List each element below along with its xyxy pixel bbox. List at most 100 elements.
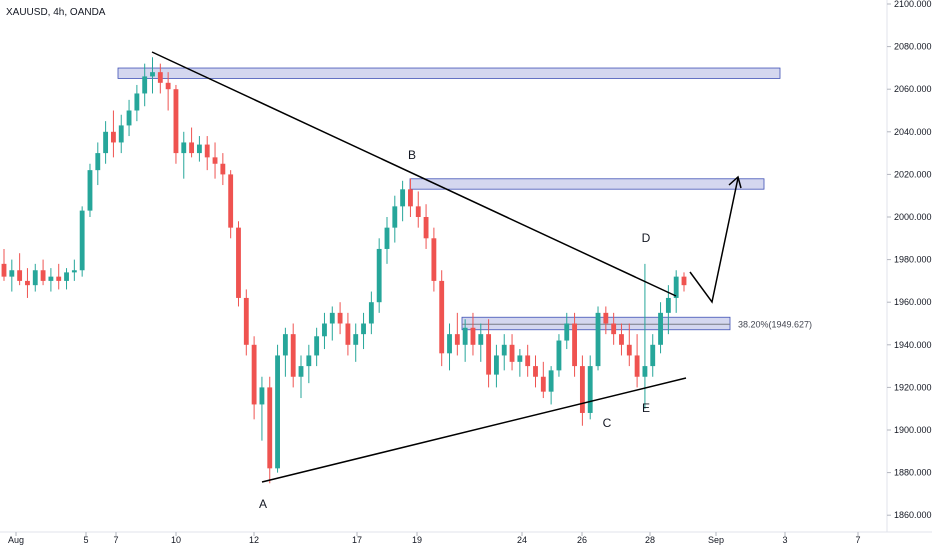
candle-body bbox=[509, 344, 515, 362]
candle-body bbox=[431, 238, 437, 281]
candle bbox=[470, 312, 476, 356]
candle bbox=[361, 312, 366, 350]
candle bbox=[243, 289, 249, 356]
candle bbox=[611, 312, 617, 345]
candle bbox=[493, 344, 499, 388]
x-tick-label: 3 bbox=[782, 535, 787, 545]
candle bbox=[126, 99, 132, 137]
candle-body bbox=[9, 270, 15, 277]
candle-body bbox=[118, 125, 124, 143]
candle bbox=[579, 355, 585, 426]
candle-body bbox=[392, 206, 398, 228]
candle bbox=[1, 248, 7, 281]
point-label-b: B bbox=[408, 148, 416, 162]
y-tick-label: 2060.000 bbox=[894, 84, 932, 94]
candle-body bbox=[40, 270, 46, 281]
descending-trendline bbox=[151, 51, 677, 297]
candle bbox=[337, 302, 343, 335]
candle-body bbox=[423, 217, 429, 239]
x-tick-label: 7 bbox=[113, 535, 118, 545]
y-tick-label: 1980.000 bbox=[894, 255, 932, 265]
candle bbox=[564, 312, 570, 350]
candle-body bbox=[126, 110, 132, 126]
drawings bbox=[151, 51, 742, 483]
candle bbox=[9, 259, 15, 292]
candle bbox=[517, 349, 523, 377]
candle bbox=[212, 142, 218, 179]
resistance-zone bbox=[409, 178, 765, 190]
candle bbox=[220, 153, 226, 186]
candle bbox=[322, 312, 327, 350]
candle bbox=[548, 366, 554, 405]
candle-body bbox=[236, 227, 241, 298]
point-label-e: E bbox=[642, 401, 650, 415]
candle-body bbox=[267, 387, 273, 469]
candle bbox=[236, 221, 241, 307]
candle bbox=[204, 136, 210, 171]
candle-body bbox=[517, 355, 523, 362]
y-axis: 2100.000 2080.000 2060.000 2040.000 2020.000… bbox=[887, 0, 932, 520]
candle bbox=[587, 355, 593, 420]
candle bbox=[259, 376, 265, 441]
candle-body bbox=[259, 387, 265, 405]
y-tick-label: 1860.000 bbox=[894, 510, 932, 520]
y-tick-label: 2020.000 bbox=[894, 169, 932, 179]
candle bbox=[603, 306, 609, 335]
candle-body bbox=[470, 327, 476, 345]
candle bbox=[439, 270, 445, 367]
candle-body bbox=[95, 153, 101, 171]
chart-title: XAUUSD, 4h, OANDA bbox=[6, 7, 106, 18]
candle-body bbox=[603, 312, 609, 324]
candle bbox=[673, 270, 679, 313]
candle bbox=[454, 312, 460, 356]
candle bbox=[384, 217, 390, 264]
candle bbox=[595, 306, 601, 371]
candle-body bbox=[48, 276, 54, 281]
candle bbox=[189, 127, 195, 158]
candle-body bbox=[564, 323, 570, 341]
candle bbox=[478, 323, 484, 362]
candle-body bbox=[228, 174, 234, 228]
candle-body bbox=[1, 263, 7, 277]
candle-body bbox=[634, 355, 640, 377]
candle-body bbox=[181, 142, 187, 154]
y-tick-label: 1880.000 bbox=[894, 468, 932, 478]
candle bbox=[165, 72, 171, 111]
candle-body bbox=[56, 276, 62, 281]
candle-body bbox=[17, 270, 23, 281]
point-label-c: C bbox=[603, 416, 612, 430]
candle-body bbox=[173, 89, 179, 154]
candle bbox=[486, 319, 492, 388]
candle-body bbox=[415, 206, 421, 217]
x-tick-label: 19 bbox=[412, 535, 422, 545]
candle bbox=[634, 334, 640, 388]
candle-body bbox=[87, 170, 93, 211]
candle-body bbox=[384, 227, 390, 249]
candle bbox=[173, 84, 179, 164]
candle bbox=[56, 263, 62, 290]
candle-body bbox=[478, 334, 484, 345]
x-tick-label: 17 bbox=[352, 535, 362, 545]
candle-body bbox=[290, 334, 296, 377]
x-tick-label: 5 bbox=[83, 535, 88, 545]
candle-body bbox=[64, 272, 69, 281]
candle-body bbox=[329, 312, 335, 324]
candle bbox=[423, 204, 429, 249]
y-tick-label: 1940.000 bbox=[894, 340, 932, 350]
candle bbox=[431, 227, 437, 292]
candle-body bbox=[368, 302, 374, 324]
candle-body bbox=[251, 344, 257, 405]
candle-body bbox=[572, 323, 577, 367]
candle bbox=[540, 361, 546, 399]
candle bbox=[290, 323, 296, 388]
candle bbox=[306, 344, 312, 384]
candle-body bbox=[447, 334, 452, 354]
candle-body bbox=[619, 334, 624, 345]
candle bbox=[275, 344, 280, 473]
candle-body bbox=[298, 366, 304, 377]
candle-body bbox=[111, 131, 116, 143]
x-tick-label: 10 bbox=[171, 535, 181, 545]
candle-body bbox=[196, 144, 202, 154]
